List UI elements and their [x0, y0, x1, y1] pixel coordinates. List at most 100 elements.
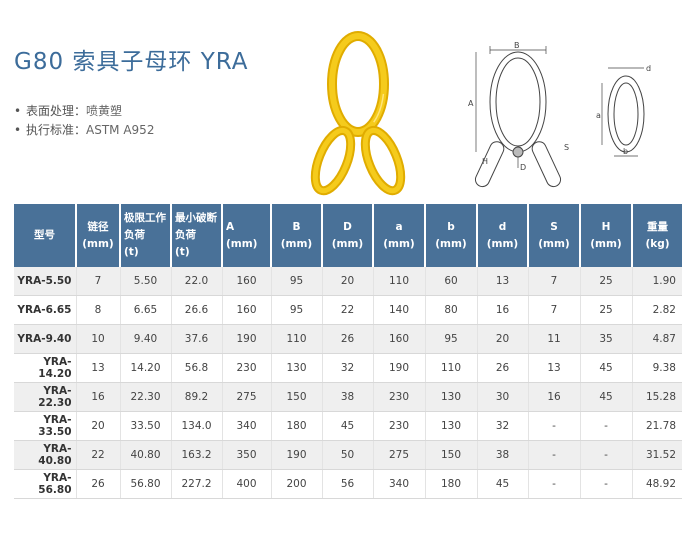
table-cell: 110 — [271, 324, 323, 354]
table-cell: 50 — [322, 440, 374, 470]
cell-model: YRA-5.50 — [14, 267, 77, 296]
table-row: YRA-33.50 20 33.50 134.0 340 180 45 230 130 32- -2… — [14, 411, 682, 441]
table-cell: 9.40 — [120, 324, 172, 354]
table-cell: - — [528, 411, 581, 441]
table-cell: 26 — [76, 469, 121, 499]
table-cell: 56.80 — [120, 469, 172, 499]
cell-model: YRA-6.65 — [14, 295, 77, 325]
header-a-lower: a (mm) — [373, 204, 426, 267]
table-cell: 110 — [425, 353, 478, 383]
table-cell: 130 — [271, 353, 323, 383]
cell-model: YRA-40.80 — [14, 440, 77, 470]
header-b: B (mm) — [271, 204, 323, 267]
table-cell: 40.80 — [120, 440, 172, 470]
spec-table: 型号 链径 (mm) 极限工作 负荷 (t) 最小破断 负荷 (t) A (mm) B (m… — [14, 204, 682, 499]
table-cell: - — [528, 440, 581, 470]
table-cell: 8 — [76, 295, 121, 325]
header-b-lower: b (mm) — [425, 204, 478, 267]
table-row: YRA-56.80 26 56.80 227.2 400 200 56 340 180 45- -4… — [14, 469, 682, 499]
spec-label: 表面处理： — [26, 104, 87, 118]
dimension-drawing-side: d a b — [596, 64, 651, 157]
table-row: YRA-6.65 8 6.65 26.6 160 95 22 140 80 16 7 25 2.82 — [14, 295, 682, 325]
table-cell: 275 — [222, 382, 272, 412]
table-cell: 190 — [373, 353, 426, 383]
table-cell: 33.50 — [120, 411, 172, 441]
cell-model: YRA-33.50 — [14, 411, 77, 441]
table-cell: 38 — [477, 440, 529, 470]
table-cell: 150 — [271, 382, 323, 412]
table-cell: 25 — [580, 267, 633, 296]
table-cell: 25 — [580, 295, 633, 325]
table-cell: 13 — [528, 353, 581, 383]
table-cell: 160 — [222, 267, 272, 296]
table-cell: 16 — [76, 382, 121, 412]
header-a: A (mm) — [222, 204, 272, 267]
table-cell: 13 — [477, 267, 529, 296]
table-cell: 190 — [271, 440, 323, 470]
table-cell: 20 — [322, 267, 374, 296]
header-model: 型号 — [14, 204, 77, 267]
table-cell: 1.90 — [632, 267, 682, 296]
cell-model: YRA-22.30 — [14, 382, 77, 412]
table-cell: 15.28 — [632, 382, 682, 412]
table-cell: 340 — [373, 469, 426, 499]
cell-model: YRA-9.40 — [14, 324, 77, 354]
dim-label-d-small: d — [646, 64, 651, 73]
table-cell: 32 — [322, 353, 374, 383]
cell-model: YRA-56.80 — [14, 469, 77, 499]
table-cell: 4.87 — [632, 324, 682, 354]
spec-label: 执行标准： — [26, 123, 87, 137]
table-cell: 45 — [580, 353, 633, 383]
table-cell: 13 — [76, 353, 121, 383]
dim-label-s: S — [564, 143, 569, 152]
table-cell: 200 — [271, 469, 323, 499]
table-cell: 48.92 — [632, 469, 682, 499]
header-s: S (mm) — [528, 204, 581, 267]
cell-model: YRA-14.20 — [14, 353, 77, 383]
table-cell: 5.50 — [120, 267, 172, 296]
table-cell: 9.38 — [632, 353, 682, 383]
table-cell: 230 — [373, 411, 426, 441]
table-cell: 31.52 — [632, 440, 682, 470]
table-cell: 32 — [477, 411, 529, 441]
dimension-drawing-front: B A D H S — [468, 41, 569, 188]
table-cell: 7 — [76, 267, 121, 296]
table-cell: 26 — [477, 353, 529, 383]
page-title: G80 索具子母环 YRA — [14, 49, 249, 75]
table-cell: 10 — [76, 324, 121, 354]
table-body: YRA-5.50 7 5.50 22.0 160 95 20 110 60 13 7 25 1.90 YR… — [14, 267, 682, 499]
table-cell: 230 — [373, 382, 426, 412]
spec-value: 喷黄塑 — [86, 104, 123, 118]
table-cell: 89.2 — [171, 382, 223, 412]
table-cell: - — [580, 469, 633, 499]
table-cell: 22.0 — [171, 267, 223, 296]
dim-label-b: B — [514, 41, 520, 50]
table-cell: 230 — [222, 353, 272, 383]
product-image — [310, 31, 406, 196]
table-cell: 95 — [271, 267, 323, 296]
spec-value: ASTM A952 — [86, 123, 155, 137]
header-chain-diameter: 链径 (mm) — [76, 204, 121, 267]
table-cell: 45 — [477, 469, 529, 499]
table-cell: - — [580, 440, 633, 470]
table-cell: 26.6 — [171, 295, 223, 325]
header-wll: 极限工作 负荷 (t) — [120, 204, 172, 267]
table-row: YRA-9.40 10 9.40 37.6 190 110 26 160 95 20 11 35 4.8… — [14, 324, 682, 354]
table-row: YRA-14.20 13 14.20 56.8 230 130 32 190 110 26 13 45… — [14, 353, 682, 383]
table-cell: 340 — [222, 411, 272, 441]
table-cell: 7 — [528, 267, 581, 296]
table-row: YRA-22.30 16 22.30 89.2 275 150 38 230 130 30 16 45… — [14, 382, 682, 412]
table-cell: 35 — [580, 324, 633, 354]
table-cell: 227.2 — [171, 469, 223, 499]
table-cell: 134.0 — [171, 411, 223, 441]
table-cell: 22.30 — [120, 382, 172, 412]
dim-label-d: D — [520, 163, 526, 172]
table-cell: 22 — [322, 295, 374, 325]
table-cell: 160 — [373, 324, 426, 354]
table-cell: - — [528, 469, 581, 499]
table-header-row: 型号 链径 (mm) 极限工作 负荷 (t) 最小破断 负荷 (t) A (mm) B (m… — [14, 204, 682, 267]
table-cell: 180 — [271, 411, 323, 441]
spec-item-surface: • 表面处理：喷黄塑 — [14, 102, 154, 121]
header-weight: 重量 (kg) — [632, 204, 682, 267]
dim-label-a: A — [468, 99, 474, 108]
